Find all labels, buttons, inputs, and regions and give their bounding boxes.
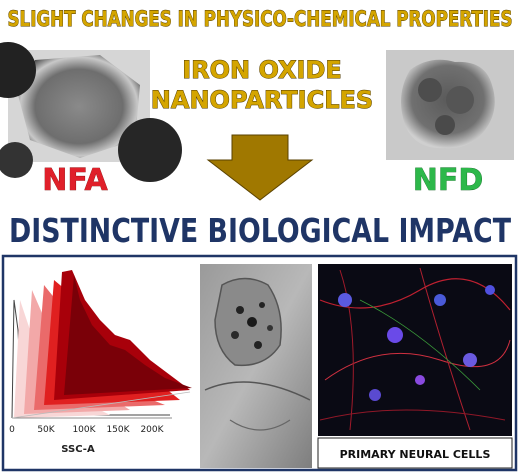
label-nfa: NFA [42,163,108,198]
down-arrow [206,134,314,201]
x-tick-label: 150K [106,425,130,435]
x-axis-label: SSC-A [61,444,95,455]
flow-histogram [11,270,192,419]
caption-box [317,437,513,469]
fluorescence-image [318,264,512,436]
x-tick-label: 0 [9,425,15,435]
x-tick-label: 50K [37,425,55,435]
em-image [200,264,312,468]
tem-image-nfd [386,50,514,160]
center-line: IRON OXIDE [182,56,342,84]
title: SLIGHT CHANGES IN PHYSICO-CHEMICAL PROPE… [8,7,513,31]
tem-image-nfa [0,42,182,182]
x-tick-label: 200K [140,425,164,435]
label-nfd: NFD [413,163,484,198]
banner: DISTINCTIVE BIOLOGICAL IMPACT [9,211,511,250]
center-line: NANOPARTICLES [151,86,373,114]
caption: PRIMARY NEURAL CELLS [340,448,491,461]
x-tick-label: 100K [72,425,96,435]
